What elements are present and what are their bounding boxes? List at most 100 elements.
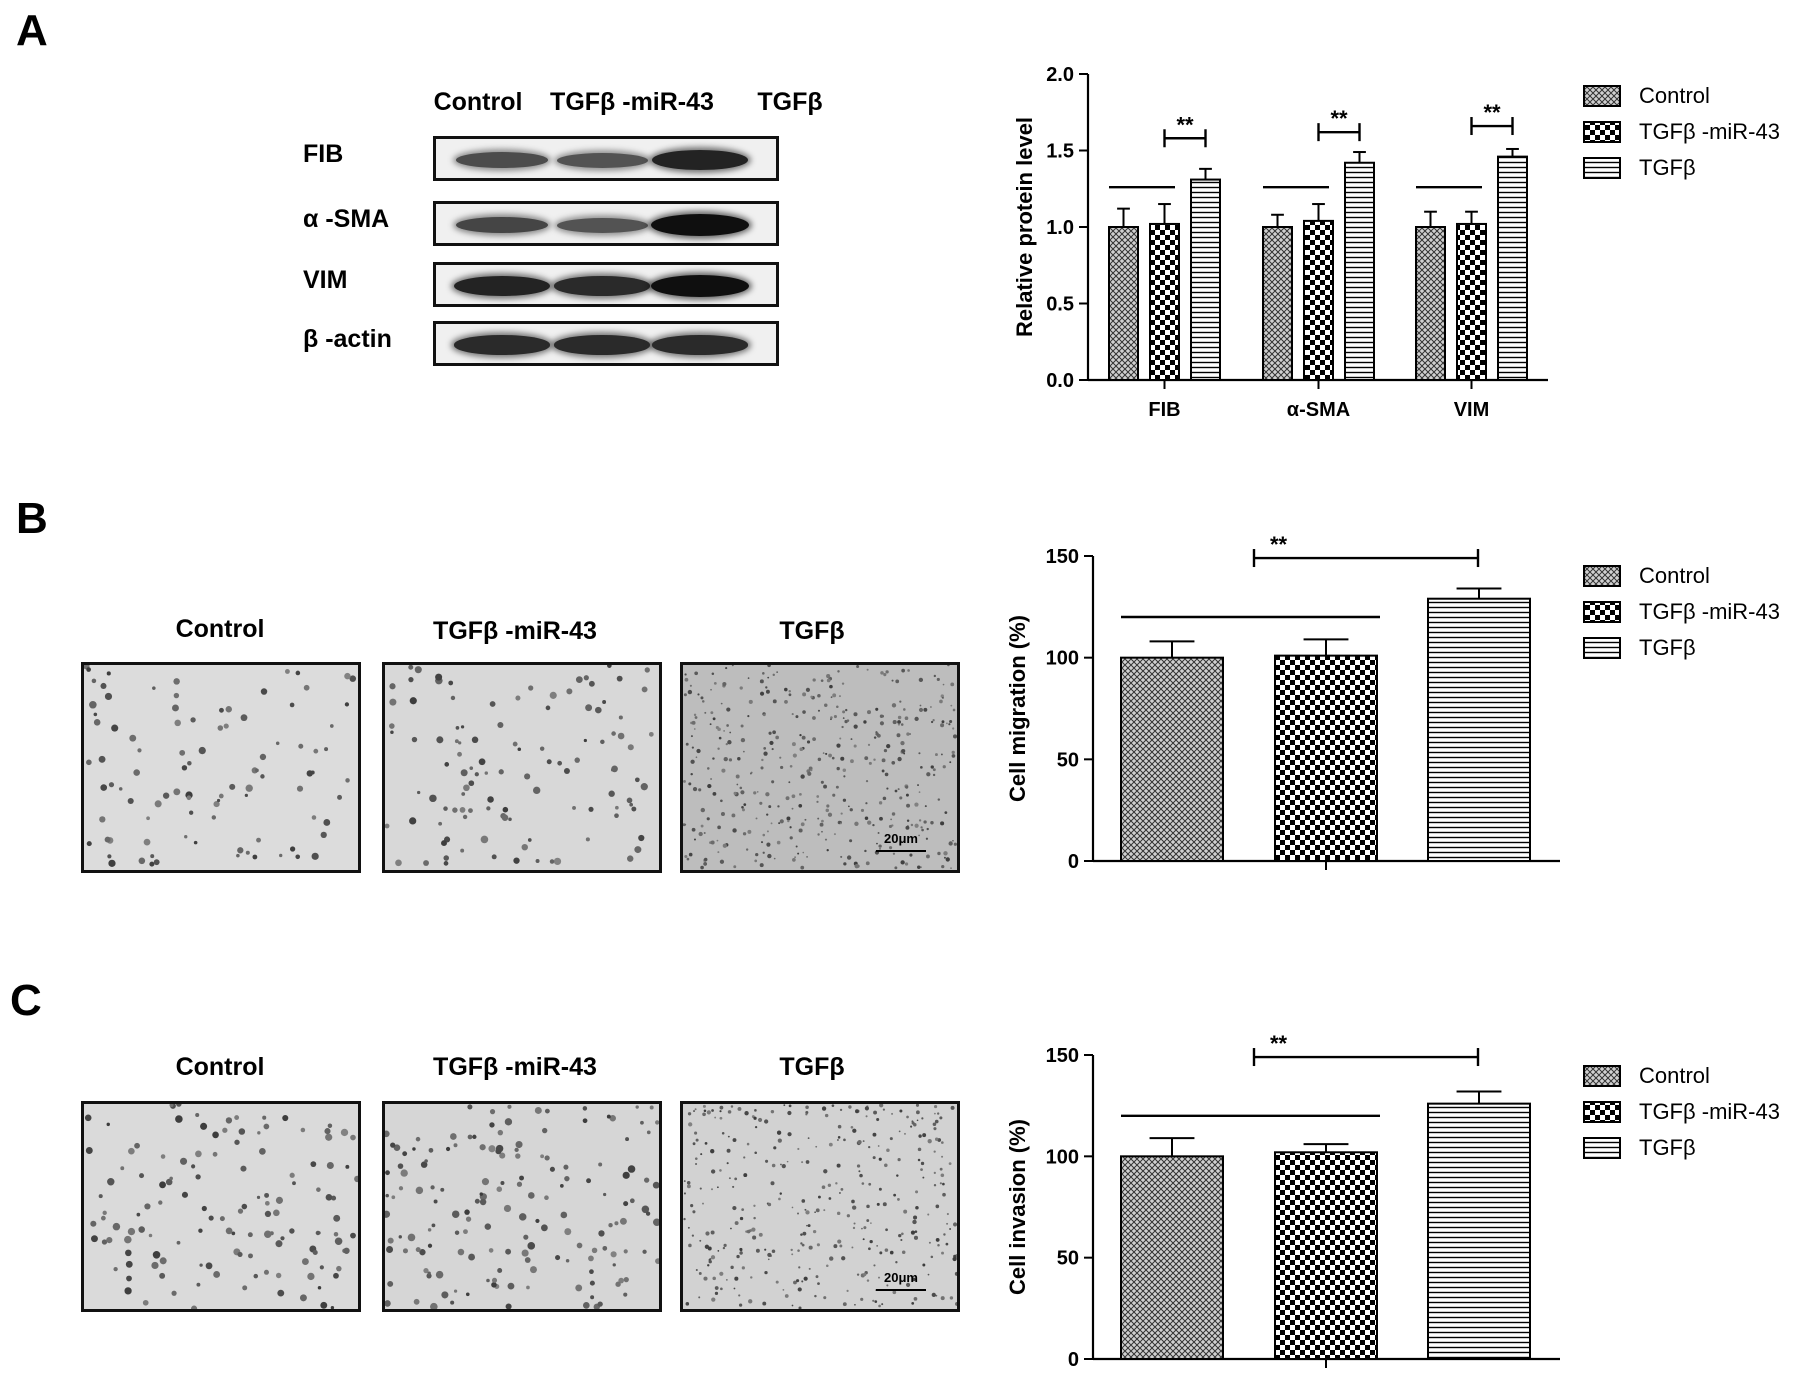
cell-dot — [486, 1278, 490, 1283]
cell-dot — [954, 1271, 957, 1276]
cell-dot — [129, 734, 137, 742]
cell-dot — [909, 733, 912, 735]
cell-dot — [794, 856, 796, 859]
cell-dot — [922, 1263, 926, 1267]
cell-dot — [173, 678, 180, 685]
cell-dot — [717, 727, 721, 732]
cell-dot — [699, 1187, 702, 1190]
cell-dot — [692, 786, 698, 792]
cell-dot — [867, 820, 872, 825]
cell-dot — [480, 835, 489, 844]
cell-dot — [798, 1306, 802, 1309]
micrograph-b-tgfb: 20μm — [680, 662, 960, 873]
cell-dot — [223, 723, 229, 729]
cell-dot — [901, 668, 905, 673]
cell-dot — [787, 1132, 792, 1137]
cell-dot — [791, 807, 794, 810]
cell-dot — [865, 802, 868, 805]
cell-dot — [489, 1109, 496, 1115]
cell-dot — [691, 1234, 694, 1237]
bar — [1262, 226, 1293, 381]
cell-dot — [98, 755, 106, 763]
cell-dot — [124, 1287, 132, 1295]
legend-entry: Control — [1639, 1063, 1710, 1088]
legend-entry: TGFβ — [1639, 1135, 1696, 1160]
cell-dot — [738, 1303, 743, 1307]
cell-dot — [772, 699, 777, 704]
cell-dot — [501, 814, 509, 821]
cell-dot — [91, 1235, 98, 1243]
bar — [1120, 656, 1224, 862]
cell-dot — [289, 702, 295, 708]
cell-dot — [945, 1242, 949, 1246]
cell-dot — [690, 759, 695, 764]
y-tick-label: 0.5 — [1046, 294, 1074, 316]
cell-dot — [836, 705, 839, 709]
cell-dot — [626, 797, 633, 804]
cell-dot — [719, 1105, 724, 1110]
cell-dot — [187, 761, 192, 766]
cell-dot — [741, 805, 744, 809]
cell-dot — [864, 756, 869, 761]
cell-dot — [469, 766, 474, 770]
cell-dot — [800, 774, 805, 779]
cell-dot — [275, 1240, 283, 1248]
blot-column-tgfb-mir43: TGFβ -miR-43 — [550, 88, 714, 116]
cell-dot — [836, 1163, 841, 1168]
cell-dot — [541, 1224, 548, 1232]
cell-dot — [771, 780, 775, 784]
scale-bar-label: 20μm — [884, 1270, 918, 1285]
cell-dot — [897, 720, 901, 724]
cell-dot — [879, 1104, 884, 1108]
cell-dot — [910, 1125, 913, 1128]
cell-dot — [817, 1282, 820, 1286]
cell-dot — [618, 1277, 624, 1284]
cell-dot — [217, 725, 224, 731]
cell-dot — [886, 1148, 890, 1152]
cell-dot — [876, 1245, 879, 1247]
cell-dot — [754, 1151, 757, 1155]
cell-dot — [845, 708, 848, 712]
cell-dot — [722, 843, 727, 848]
cell-dot — [152, 686, 156, 690]
cell-dot — [932, 1122, 937, 1127]
cell-dot — [805, 1160, 810, 1164]
cell-dot — [939, 1182, 942, 1185]
cell-dot — [583, 675, 589, 681]
cell-dot — [754, 859, 758, 863]
cell-dot — [433, 1199, 438, 1204]
cell-dot — [941, 1251, 944, 1255]
cell-dot — [876, 1118, 880, 1122]
cell-dot — [726, 1148, 731, 1153]
cell-dot — [704, 1142, 708, 1145]
cell-dot — [823, 784, 828, 789]
cell-dot — [765, 686, 768, 689]
cell-dot — [828, 1142, 833, 1147]
cell-dot — [719, 1110, 722, 1113]
cell-dot — [743, 1156, 746, 1159]
cell-dot — [884, 1163, 888, 1168]
cell-dot — [198, 1228, 203, 1233]
cell-dot — [720, 799, 723, 803]
cell-dot — [799, 792, 802, 796]
y-tick-label: 100 — [1046, 1146, 1079, 1168]
cell-dot — [765, 792, 770, 797]
cell-dot — [753, 1216, 756, 1220]
cell-dot — [854, 1303, 856, 1306]
cell-dot — [260, 774, 265, 779]
cell-dot — [344, 672, 351, 680]
cell-dot — [585, 704, 593, 712]
cell-dot — [872, 1299, 875, 1302]
cell-dot — [951, 754, 956, 758]
cell-dot — [706, 817, 710, 821]
cell-dot — [426, 1273, 432, 1279]
micrograph-c-control — [81, 1101, 361, 1312]
cell-dot — [688, 1122, 693, 1127]
cell-dot — [193, 840, 198, 845]
cell-dot — [906, 803, 911, 808]
cell-dot — [655, 1120, 659, 1125]
cell-dot — [104, 836, 111, 843]
cell-dot — [146, 816, 150, 821]
legend-entry: Control — [1639, 83, 1710, 108]
cell-dot — [316, 1187, 321, 1192]
